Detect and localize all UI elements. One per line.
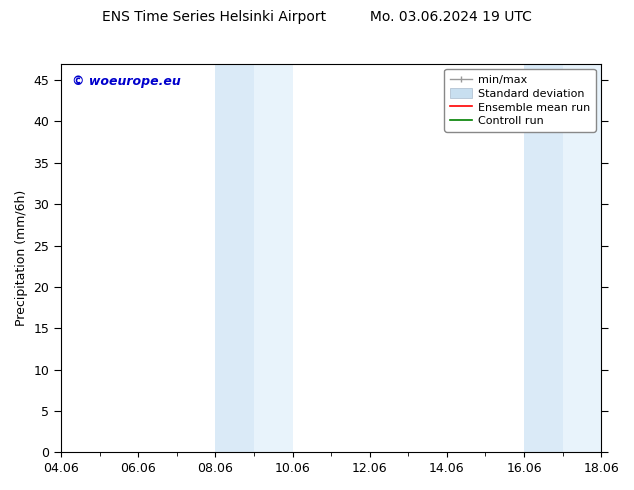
Text: ENS Time Series Helsinki Airport          Mo. 03.06.2024 19 UTC: ENS Time Series Helsinki Airport Mo. 03.… (102, 10, 532, 24)
Bar (254, 64, 293, 452)
Bar (524, 64, 562, 452)
Legend: min/max, Standard deviation, Ensemble mean run, Controll run: min/max, Standard deviation, Ensemble me… (444, 69, 595, 132)
Y-axis label: Precipitation (mm/6h): Precipitation (mm/6h) (15, 190, 28, 326)
Bar (562, 64, 601, 452)
Text: © woeurope.eu: © woeurope.eu (72, 75, 181, 88)
Bar (216, 64, 254, 452)
